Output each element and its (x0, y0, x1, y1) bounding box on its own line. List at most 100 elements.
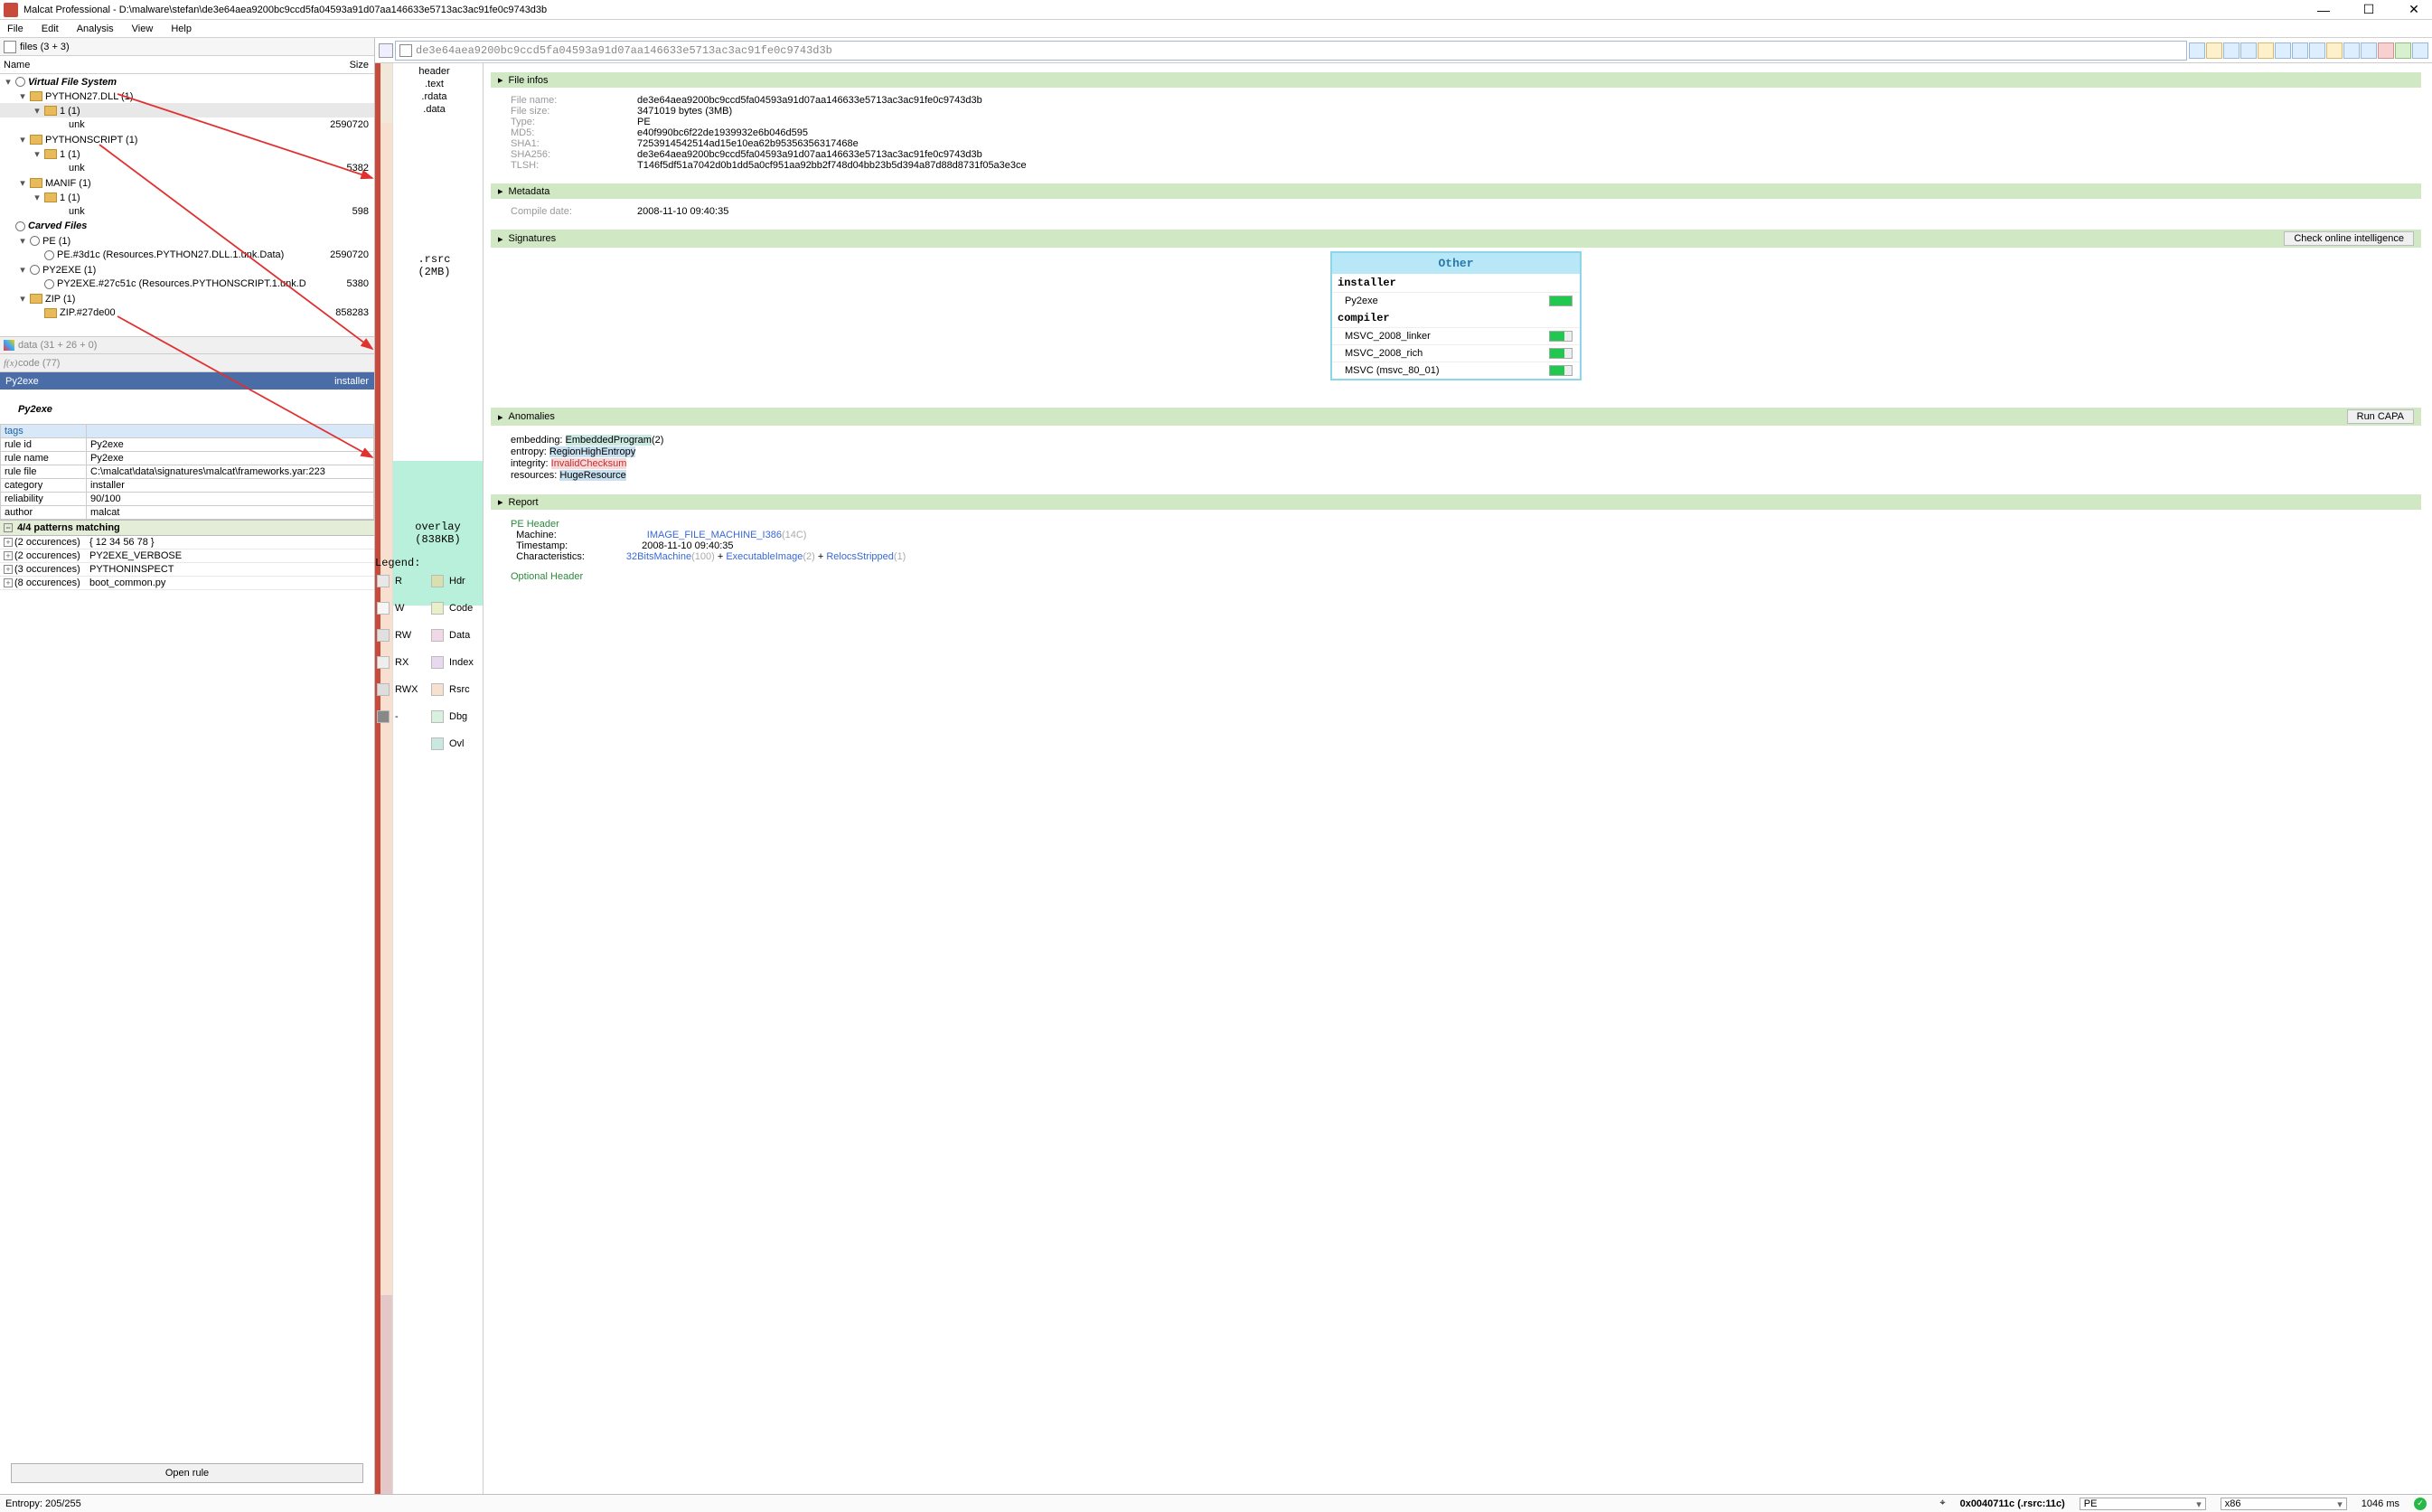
folder-icon (44, 149, 57, 159)
tree-row[interactable]: ▾PE (1) (0, 233, 374, 248)
view-btn-14[interactable] (2412, 42, 2428, 59)
expand-icon[interactable]: + (4, 551, 13, 560)
tree-row[interactable]: unk5382 (0, 161, 374, 175)
twist-icon[interactable]: ▾ (18, 177, 27, 189)
signatures-header[interactable]: ▸Signatures Check online intelligence (491, 230, 2421, 248)
legend-cell: W (377, 602, 422, 615)
twist-icon[interactable]: ▾ (18, 134, 27, 146)
anomalies-header[interactable]: ▸Anomalies Run CAPA (491, 408, 2421, 426)
twist-icon[interactable] (47, 119, 56, 130)
sig-item[interactable]: MSVC_2008_rich (1332, 344, 1580, 362)
tree-row[interactable]: ▾ PY2EXE (1) (0, 262, 374, 277)
view-btn-13[interactable] (2395, 42, 2411, 59)
tree-row[interactable]: PE.#3d1c (Resources.PYTHON27.DLL.1.unk.D… (0, 248, 374, 262)
view-btn-4[interactable] (2240, 42, 2257, 59)
patterns-header[interactable]: − 4/4 patterns matching (0, 520, 374, 536)
twist-icon[interactable] (4, 221, 13, 231)
view-btn-2[interactable] (2206, 42, 2222, 59)
tree-row[interactable]: ▾MANIF (1) (0, 175, 374, 190)
view-btn-7[interactable] (2292, 42, 2308, 59)
menu-view[interactable]: View (128, 23, 157, 35)
twist-icon[interactable]: ▾ (33, 148, 42, 160)
twist-icon[interactable] (33, 249, 42, 260)
pattern-val: PYTHONINSPECT (86, 563, 374, 576)
twist-icon[interactable]: ▾ (18, 264, 27, 276)
anom-tag[interactable]: HugeResource (559, 470, 625, 481)
view-btn-8[interactable] (2309, 42, 2325, 59)
expand-icon[interactable]: + (4, 565, 13, 574)
twist-icon[interactable]: ▾ (18, 235, 27, 247)
twist-icon[interactable] (33, 278, 42, 289)
data-panel-header[interactable]: data (31 + 26 + 0) (0, 336, 374, 354)
info-panel: ▸File infos File name:de3e64aea9200bc9cc… (484, 63, 2432, 1494)
twist-icon[interactable]: ▾ (18, 90, 27, 102)
menu-file[interactable]: File (4, 23, 27, 35)
file-tree[interactable]: ▾Virtual File System▾PYTHON27.DLL (1)▾1 … (0, 74, 374, 336)
view-btn-12[interactable] (2378, 42, 2394, 59)
tree-row[interactable]: ▾Virtual File System (0, 74, 374, 89)
files-tab[interactable]: files (3 + 3) (0, 38, 374, 56)
tree-label: PY2EXE (1) (42, 265, 96, 276)
menu-edit[interactable]: Edit (38, 23, 62, 35)
view-btn-5[interactable] (2258, 42, 2274, 59)
view-btn-11[interactable] (2361, 42, 2377, 59)
twist-icon[interactable]: ▾ (33, 105, 42, 117)
meta-val: 2008-11-10 09:40:35 (637, 206, 2421, 217)
expand-icon[interactable]: + (4, 578, 13, 587)
code-panel-header[interactable]: f(x) code (77) (0, 354, 374, 372)
col-name[interactable]: Name (0, 60, 311, 70)
path-bar[interactable]: de3e64aea9200bc9ccd5fa04593a91d07aa14663… (395, 41, 2187, 61)
anom-tag[interactable]: InvalidChecksum (551, 458, 627, 469)
tree-row[interactable]: ▾PYTHONSCRIPT (1) (0, 132, 374, 146)
minimize-button[interactable]: — (2309, 1, 2338, 19)
tag-key: category (1, 479, 87, 493)
twist-icon[interactable]: ▾ (33, 192, 42, 203)
sig-item[interactable]: MSVC (msvc_80_01) (1332, 362, 1580, 379)
swatch (377, 656, 390, 669)
menu-help[interactable]: Help (167, 23, 195, 35)
report-header[interactable]: ▸Report (491, 494, 2421, 510)
tree-row[interactable]: ▾PYTHON27.DLL (1) (0, 89, 374, 103)
open-rule-button[interactable]: Open rule (11, 1463, 363, 1483)
anom-tag[interactable]: EmbeddedProgram (566, 435, 652, 446)
sig-item[interactable]: Py2exe (1332, 292, 1580, 309)
view-btn-9[interactable] (2326, 42, 2343, 59)
view-btn-1[interactable] (2189, 42, 2205, 59)
maximize-button[interactable]: ☐ (2354, 1, 2383, 19)
file-infos-header[interactable]: ▸File infos (491, 72, 2421, 88)
twist-icon[interactable] (33, 307, 42, 318)
run-capa-button[interactable]: Run CAPA (2347, 409, 2414, 424)
anom-tag[interactable]: RegionHighEntropy (549, 446, 635, 457)
status-format-select[interactable]: PE (2080, 1498, 2206, 1510)
nav-back-icon[interactable] (379, 43, 393, 58)
check-online-button[interactable]: Check online intelligence (2284, 231, 2414, 246)
tree-row[interactable]: unk2590720 (0, 117, 374, 132)
view-btn-10[interactable] (2343, 42, 2360, 59)
twist-icon[interactable]: ▾ (18, 293, 27, 305)
legend-label: Legend: (375, 557, 479, 569)
expand-icon[interactable]: + (4, 538, 13, 547)
col-size[interactable]: Size (311, 60, 374, 70)
selected-signature-row[interactable]: Py2exe installer (0, 372, 374, 390)
twist-icon[interactable] (47, 206, 56, 217)
view-btn-6[interactable] (2275, 42, 2291, 59)
view-btn-3[interactable] (2223, 42, 2240, 59)
tree-row[interactable]: ZIP.#27de00858283 (0, 305, 374, 320)
tree-row[interactable]: PY2EXE.#27c51c (Resources.PYTHONSCRIPT.1… (0, 277, 374, 291)
tree-row[interactable]: ▾1 (1) (0, 146, 374, 161)
sig-item[interactable]: MSVC_2008_linker (1332, 327, 1580, 344)
close-button[interactable]: ✕ (2399, 1, 2428, 19)
section-map[interactable]: header .text .rdata .data .rsrc (2MB) ov… (375, 63, 484, 1494)
collapse-icon[interactable]: − (4, 523, 13, 532)
tree-row[interactable]: unk598 (0, 204, 374, 219)
metadata-header[interactable]: ▸Metadata (491, 183, 2421, 199)
tree-row[interactable]: ▾ZIP (1) (0, 291, 374, 305)
tree-row[interactable]: ▾1 (1) (0, 103, 374, 117)
menu-analysis[interactable]: Analysis (73, 23, 117, 35)
tree-row[interactable]: Carved Files (0, 219, 374, 233)
twist-icon[interactable] (47, 163, 56, 174)
status-arch-select[interactable]: x86 (2221, 1498, 2347, 1510)
tag-value: Py2exe (87, 438, 374, 452)
twist-icon[interactable]: ▾ (4, 76, 13, 88)
tree-row[interactable]: ▾1 (1) (0, 190, 374, 204)
